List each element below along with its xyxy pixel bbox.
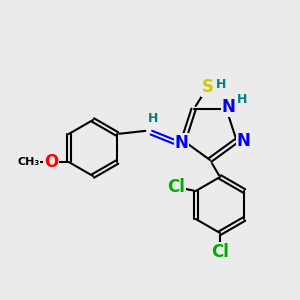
- Text: Cl: Cl: [167, 178, 185, 196]
- Text: H: H: [216, 78, 227, 91]
- Text: N: N: [174, 134, 188, 152]
- Text: N: N: [237, 132, 250, 150]
- Text: H: H: [148, 112, 159, 125]
- Text: S: S: [202, 78, 214, 96]
- Text: CH₃: CH₃: [18, 157, 40, 167]
- Text: N: N: [221, 98, 236, 116]
- Text: O: O: [44, 153, 58, 171]
- Text: H: H: [237, 93, 248, 106]
- Text: Cl: Cl: [211, 243, 229, 261]
